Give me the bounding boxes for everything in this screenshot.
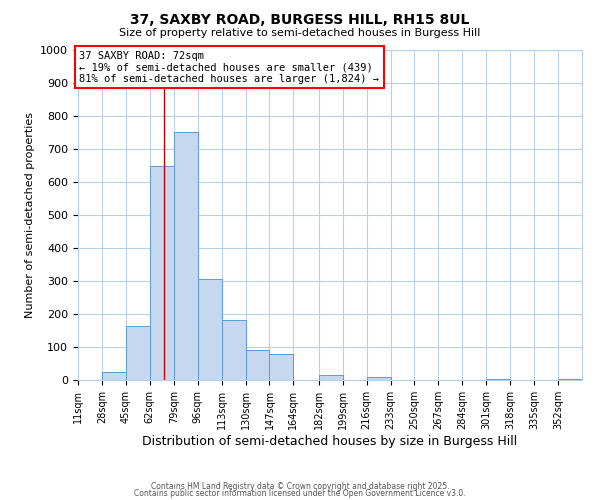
Bar <box>319 376 343 380</box>
Bar <box>558 379 582 380</box>
Bar <box>150 166 174 380</box>
Bar <box>221 320 245 380</box>
Bar <box>197 278 221 380</box>
Bar <box>245 350 269 380</box>
Bar <box>102 372 126 380</box>
Bar <box>269 354 293 380</box>
Text: 37 SAXBY ROAD: 72sqm
← 19% of semi-detached houses are smaller (439)
81% of semi: 37 SAXBY ROAD: 72sqm ← 19% of semi-detac… <box>79 50 379 84</box>
Bar <box>126 326 150 380</box>
X-axis label: Distribution of semi-detached houses by size in Burgess Hill: Distribution of semi-detached houses by … <box>142 434 518 448</box>
Text: Size of property relative to semi-detached houses in Burgess Hill: Size of property relative to semi-detach… <box>119 28 481 38</box>
Bar <box>367 376 391 380</box>
Bar <box>174 132 197 380</box>
Text: 37, SAXBY ROAD, BURGESS HILL, RH15 8UL: 37, SAXBY ROAD, BURGESS HILL, RH15 8UL <box>130 12 470 26</box>
Text: Contains HM Land Registry data © Crown copyright and database right 2025.: Contains HM Land Registry data © Crown c… <box>151 482 449 491</box>
Text: Contains public sector information licensed under the Open Government Licence v3: Contains public sector information licen… <box>134 489 466 498</box>
Y-axis label: Number of semi-detached properties: Number of semi-detached properties <box>25 112 35 318</box>
Bar <box>486 379 510 380</box>
